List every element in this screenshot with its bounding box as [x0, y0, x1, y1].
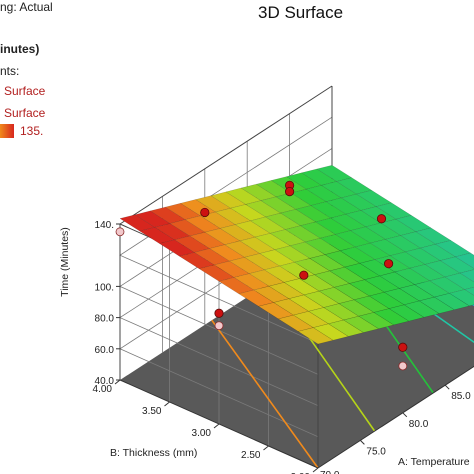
- x-tick-mark: [360, 440, 365, 445]
- z-axis-title: Time (Minutes): [59, 227, 71, 297]
- y-axis-title: B: Thickness (mm): [110, 447, 197, 459]
- design-point-above: [200, 207, 210, 218]
- y-tick-mark: [114, 379, 121, 385]
- x-tick-mark: [444, 384, 450, 390]
- above-surface-label: Surface: [4, 84, 46, 98]
- surface-patch: [454, 252, 474, 269]
- y-tick-label: 3.50: [142, 406, 162, 417]
- response-label: inutes): [0, 42, 40, 56]
- design-point-below: [115, 227, 125, 237]
- design-point-above: [398, 342, 408, 352]
- x-tick-mark: [402, 412, 408, 418]
- color-scale-max: 135.: [20, 124, 44, 138]
- surface-patch: [464, 286, 474, 296]
- surface-patch: [355, 190, 392, 207]
- surface-patch: [415, 227, 452, 245]
- surface-patch: [336, 177, 373, 195]
- x-axis-title: A: Temperature: [398, 456, 470, 468]
- surface-patch: [395, 215, 432, 232]
- y-tick-mark: [213, 423, 220, 429]
- y-tick-label: 2.50: [241, 450, 261, 461]
- x-tick-label: 70.0: [320, 470, 340, 474]
- design-point-above: [214, 308, 224, 318]
- design-point-above: [299, 270, 309, 280]
- y-tick-label: 2.00: [291, 472, 311, 474]
- x-tick-label: 75.0: [366, 446, 386, 457]
- design-point-below: [398, 361, 408, 371]
- y-tick-label: 4.00: [93, 384, 113, 395]
- factor-coding-label: ng: Actual: [0, 0, 53, 14]
- z-tick-label: 40.0: [95, 376, 115, 387]
- y-tick-label: 3.00: [192, 428, 212, 439]
- design-point-below: [214, 321, 224, 331]
- design-point-above: [376, 214, 387, 224]
- z-tick-label: 60.0: [95, 345, 115, 356]
- design-point-above: [383, 259, 394, 269]
- y-tick-mark: [263, 445, 269, 451]
- color-scale-swatch: [0, 124, 14, 138]
- chart-title: 3D Surface: [258, 3, 344, 22]
- surface-patch: [459, 269, 474, 283]
- x-tick-label: 80.0: [409, 419, 429, 430]
- z-tick-label: 140.: [95, 220, 114, 231]
- z-tick-label: 80.0: [95, 314, 115, 325]
- design-point-above: [284, 187, 295, 197]
- y-tick-mark: [164, 401, 170, 407]
- floor-contour-line: [211, 319, 319, 469]
- design-points-label: nts:: [0, 64, 20, 78]
- below-surface-label: Surface: [4, 106, 46, 120]
- z-tick-label: 100.: [95, 282, 114, 293]
- x-tick-label: 85.0: [451, 391, 471, 402]
- y-tick-mark: [312, 467, 319, 473]
- x-axis-line: [317, 365, 474, 469]
- surface-patch: [316, 164, 353, 182]
